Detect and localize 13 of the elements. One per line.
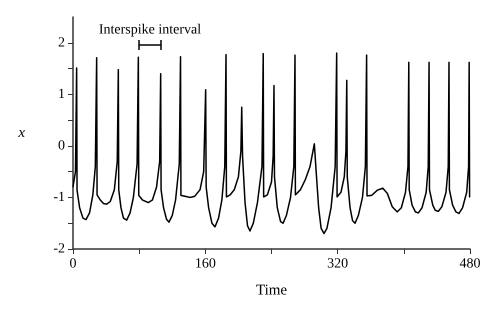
x-tick-label: 160: [194, 256, 216, 272]
y-tick-label: 0: [58, 138, 65, 154]
x-tick-label: 320: [327, 256, 348, 272]
y-tick-label: -1: [53, 190, 65, 205]
y-tick-label: 2: [58, 35, 65, 50]
line-series: [72, 52, 470, 234]
x-tick-label: 0: [70, 256, 76, 272]
x-axis-title: Time: [256, 282, 288, 298]
y-tick-label: 1: [58, 86, 65, 102]
annotation: Interspike interval: [98, 22, 202, 38]
x-tick-label: 480: [460, 256, 480, 272]
y-axis-title: x: [17, 125, 26, 141]
y-tick-label: -2: [53, 242, 65, 256]
